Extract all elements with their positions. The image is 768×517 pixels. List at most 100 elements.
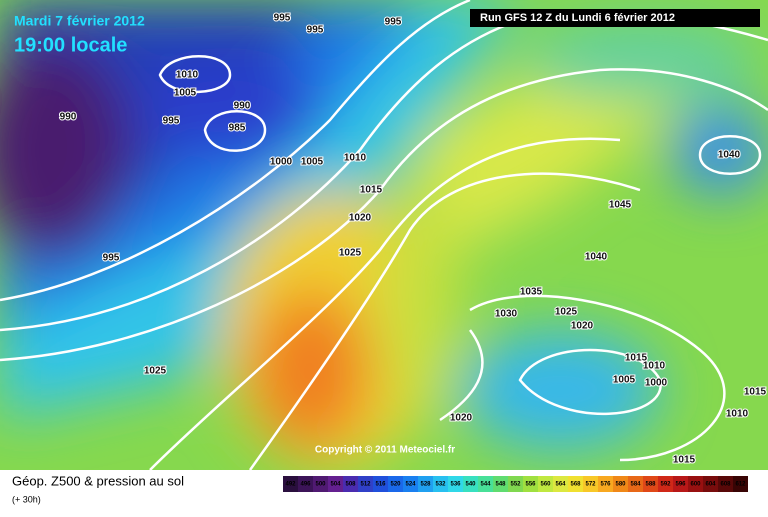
scale-cell [613, 476, 628, 492]
isobar-labels: 995 995 995 1010 1005 990 990 995 985 1000 1005 101… [59, 12, 768, 467]
isobar-label: 1035 [520, 287, 543, 298]
isobar-label: 1025 [555, 307, 578, 318]
isobar-label: 990 [60, 112, 77, 123]
date: Mardi 7 février 2012 [14, 13, 145, 29]
scale-label: 600 [690, 482, 701, 488]
lead-time: (+ 30h) [12, 494, 41, 504]
isobar-label: 1010 [176, 70, 199, 81]
scale-label: 504 [330, 482, 341, 488]
isobar-label: 1020 [349, 213, 372, 224]
run-banner [470, 9, 760, 27]
scale-label: 584 [630, 482, 641, 488]
scale-label: 496 [300, 482, 311, 488]
legend-title: Géop. Z500 & pression au sol [12, 473, 184, 488]
scale-cell [733, 476, 748, 492]
scale-cell [328, 476, 343, 492]
isobar-label: 990 [234, 101, 251, 112]
scale-cell [313, 476, 328, 492]
scale-cell [643, 476, 658, 492]
scale-label: 544 [480, 482, 491, 488]
isobar-label: 1025 [339, 248, 362, 259]
scale-label: 588 [645, 482, 656, 488]
scale-cell [298, 476, 313, 492]
scale-cell [583, 476, 598, 492]
scale-label: 492 [285, 482, 296, 488]
isobar-label: 1015 [673, 455, 696, 466]
isobar-label: 1010 [726, 409, 749, 420]
isobar-label: 1005 [613, 375, 636, 386]
scale-cell [553, 476, 568, 492]
scale-label: 604 [705, 482, 716, 488]
scale-cell [418, 476, 433, 492]
isobar-label: 1005 [174, 88, 197, 99]
scale-cell [403, 476, 418, 492]
scale-cell [448, 476, 463, 492]
scale-label: 552 [510, 482, 521, 488]
map-field [0, 0, 768, 470]
scale-label: 592 [660, 482, 671, 488]
scale-label: 576 [600, 482, 611, 488]
color-scale: 492 496 500 504 508 512 516 520 524 528 532 536 540 5… [283, 476, 748, 492]
scale-cell [658, 476, 673, 492]
isobar-label: 1015 [360, 185, 383, 196]
scale-cell [673, 476, 688, 492]
scale-cell [283, 476, 298, 492]
scale-cell [373, 476, 388, 492]
scale-label: 596 [675, 482, 686, 488]
scale-cell [358, 476, 373, 492]
isobar-label: 995 [163, 116, 180, 127]
scale-label: 568 [570, 482, 581, 488]
scale-label: 608 [720, 482, 731, 488]
run-info: Run GFS 12 Z du Lundi 6 février 2012 [480, 12, 675, 24]
isobar-label: 1000 [645, 378, 668, 389]
scale-label: 564 [555, 482, 566, 488]
scale-cell [478, 476, 493, 492]
scale-label: 524 [405, 482, 416, 488]
scale-cell [388, 476, 403, 492]
scale-label: 500 [315, 482, 326, 488]
scale-label: 548 [495, 482, 506, 488]
isobar-label: 1040 [585, 252, 608, 263]
isobar-label: 1010 [344, 153, 367, 164]
scale-cell [493, 476, 508, 492]
scale-label: 520 [390, 482, 401, 488]
isobar-label: 1010 [643, 361, 666, 372]
scale-label: 580 [615, 482, 626, 488]
isobar-label: 985 [229, 123, 246, 134]
isobar-label: 995 [103, 253, 120, 264]
isobar-label: 1015 [625, 353, 648, 364]
scale-cell [523, 476, 538, 492]
scale-cell [718, 476, 733, 492]
scale-label: 612 [735, 482, 746, 488]
isobar-label: 995 [274, 13, 291, 24]
time: 19:00 locale [14, 34, 127, 56]
scale-cell [628, 476, 643, 492]
scale-label: 536 [450, 482, 461, 488]
isobar-label: 1040 [718, 150, 741, 161]
scale-cell [703, 476, 718, 492]
scale-label: 540 [465, 482, 476, 488]
scale-label: 512 [360, 482, 371, 488]
isobar-label: 1025 [144, 366, 167, 377]
scale-label: 572 [585, 482, 596, 488]
isobar-label: 1030 [495, 309, 518, 320]
isobar-label: 1000 [270, 157, 293, 168]
scale-cell [343, 476, 358, 492]
isobar-label: 995 [385, 17, 402, 28]
scale-cell [538, 476, 553, 492]
scale-cell [688, 476, 703, 492]
scale-cell [508, 476, 523, 492]
copyright: Copyright © 2011 Meteociel.fr [315, 445, 455, 456]
scale-label: 508 [345, 482, 356, 488]
scale-label: 516 [375, 482, 386, 488]
isobar-label: 995 [307, 25, 324, 36]
isobar-label: 1020 [571, 321, 594, 332]
scale-cell [463, 476, 478, 492]
scale-label: 556 [525, 482, 536, 488]
scale-cell [568, 476, 583, 492]
scale-label: 532 [435, 482, 446, 488]
scale-label: 528 [420, 482, 431, 488]
isobar-label: 1045 [609, 200, 632, 211]
scale-cell [598, 476, 613, 492]
